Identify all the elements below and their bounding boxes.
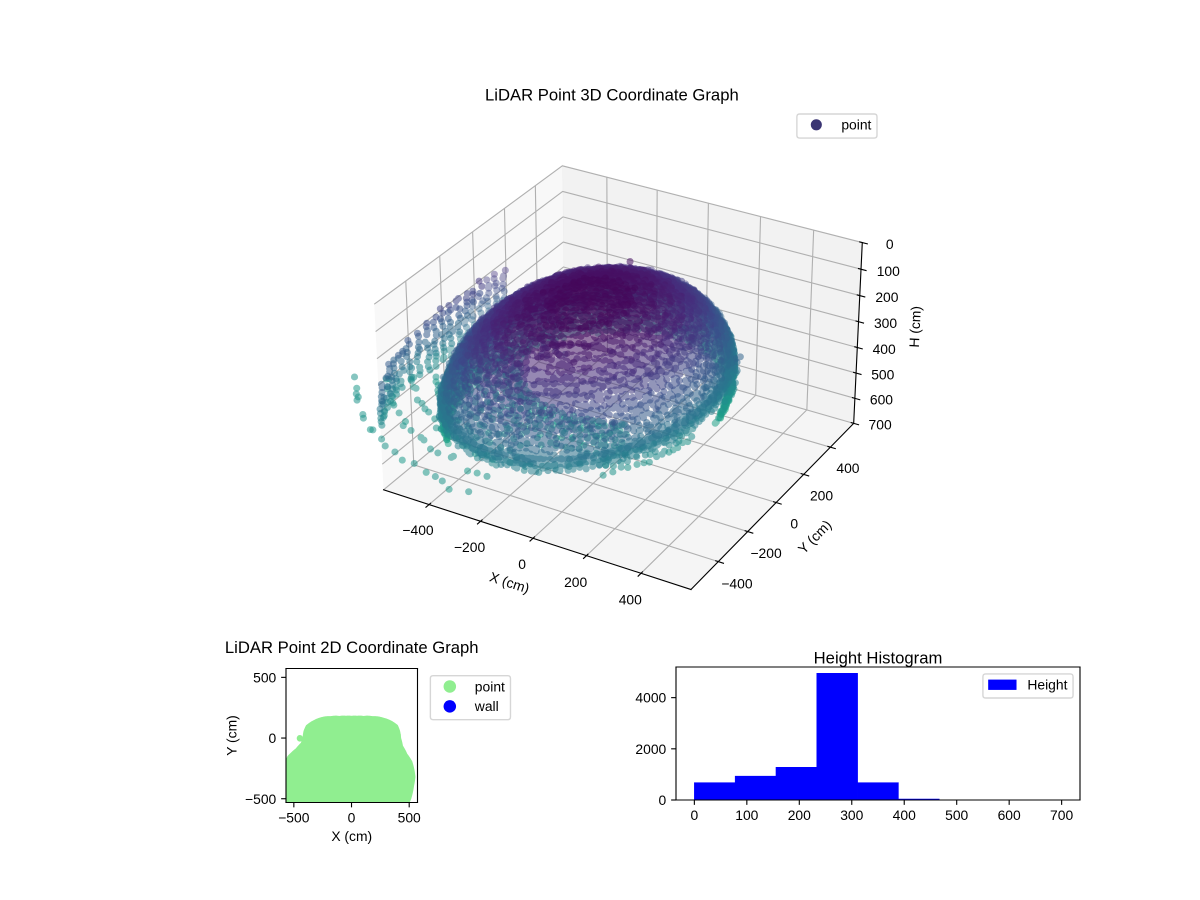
svg-text:100: 100 xyxy=(735,807,758,823)
svg-text:200: 200 xyxy=(810,487,833,503)
svg-text:600: 600 xyxy=(998,807,1021,823)
svg-text:Height: Height xyxy=(1027,677,1067,693)
svg-text:−200: −200 xyxy=(750,545,782,561)
svg-text:Y (cm): Y (cm) xyxy=(224,715,240,756)
svg-text:point: point xyxy=(841,117,871,133)
svg-text:400: 400 xyxy=(893,807,916,823)
svg-text:LiDAR Point 2D Coordinate Grap: LiDAR Point 2D Coordinate Graph xyxy=(225,638,479,657)
svg-text:−200: −200 xyxy=(454,539,486,555)
svg-text:600: 600 xyxy=(870,392,893,408)
svg-text:500: 500 xyxy=(871,366,894,382)
svg-text:0: 0 xyxy=(886,236,894,252)
svg-text:wall: wall xyxy=(474,698,499,714)
svg-text:300: 300 xyxy=(874,315,897,331)
svg-text:0: 0 xyxy=(659,792,667,808)
svg-text:700: 700 xyxy=(869,417,892,433)
svg-text:point: point xyxy=(475,678,505,694)
svg-text:0: 0 xyxy=(790,516,798,532)
svg-text:0: 0 xyxy=(348,809,356,825)
svg-text:400: 400 xyxy=(873,341,896,357)
svg-text:400: 400 xyxy=(836,460,859,476)
svg-text:2000: 2000 xyxy=(635,741,666,757)
svg-text:400: 400 xyxy=(619,592,642,608)
svg-text:−400: −400 xyxy=(402,522,434,538)
svg-text:200: 200 xyxy=(564,574,587,590)
svg-text:0: 0 xyxy=(269,730,277,746)
svg-text:0: 0 xyxy=(691,807,699,823)
svg-text:LiDAR Point 3D Coordinate Grap: LiDAR Point 3D Coordinate Graph xyxy=(485,85,739,104)
svg-text:Height Histogram: Height Histogram xyxy=(814,649,943,668)
svg-text:X (cm): X (cm) xyxy=(331,828,372,844)
svg-text:200: 200 xyxy=(788,807,811,823)
svg-text:300: 300 xyxy=(840,807,863,823)
svg-text:700: 700 xyxy=(1050,807,1073,823)
svg-text:H (cm): H (cm) xyxy=(906,306,924,348)
svg-text:−400: −400 xyxy=(721,575,753,591)
svg-text:100: 100 xyxy=(877,263,900,279)
svg-text:4000: 4000 xyxy=(635,690,666,706)
svg-text:500: 500 xyxy=(253,669,276,685)
svg-text:−500: −500 xyxy=(278,809,310,825)
svg-text:200: 200 xyxy=(875,289,898,305)
svg-text:−500: −500 xyxy=(245,791,277,807)
svg-text:0: 0 xyxy=(518,556,526,572)
svg-text:500: 500 xyxy=(398,809,421,825)
svg-text:500: 500 xyxy=(945,807,968,823)
